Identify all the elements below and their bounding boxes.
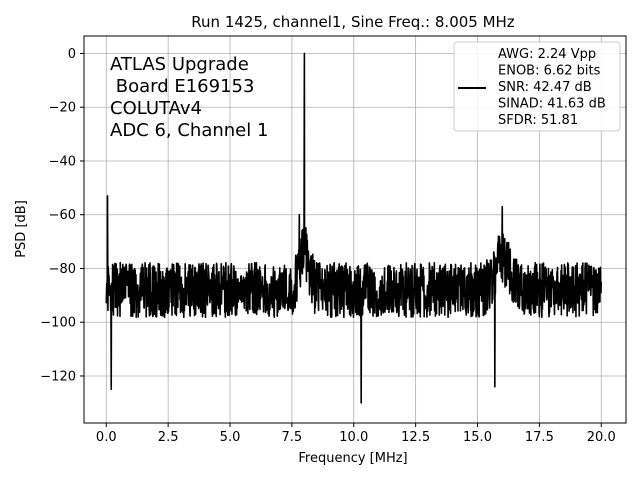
x-axis-label: Frequency [MHz] [298,451,407,466]
y-tick-label: −60 [49,208,76,223]
annotation-line: COLUTAv4 [110,98,202,119]
x-tick-label: 5.0 [220,430,241,445]
annotation-line: ADC 6, Channel 1 [110,120,268,141]
y-axis-label: PSD [dB] [14,200,29,258]
legend-entry-line: ENOB: 6.62 bits [498,64,601,79]
legend-entry-line: AWG: 2.24 Vpp [498,47,596,62]
axes-frame [83,35,627,424]
annotation-line: ATLAS Upgrade [110,54,249,75]
legend-entry-line: SINAD: 41.63 dB [498,97,606,112]
y-tick-label: 0 [68,47,76,62]
psd-series-line [105,52,603,404]
x-tick-label: 10.0 [339,430,368,445]
y-tick-label: −80 [49,262,76,277]
y-tick-label: −100 [40,316,76,331]
y-tick-label: −40 [49,154,76,169]
x-tick-label: 7.5 [282,430,303,445]
y-axis-ticks: 0 −20 −40 −60 −80 −100 −120 [40,47,84,384]
y-tick-label: −20 [49,101,76,116]
x-tick-label: 0.0 [96,430,117,445]
legend-entry-line: SNR: 42.47 dB [498,80,592,95]
x-axis-ticks: 0.0 2.5 5.0 7.5 10.0 12.5 15.0 17.5 20.0 [96,423,616,445]
x-tick-label: 17.5 [525,430,554,445]
legend-entry-line: SFDR: 51.81 [498,113,578,128]
y-tick-label: −120 [40,369,76,384]
x-tick-label: 20.0 [587,430,616,445]
legend-box [453,41,621,132]
x-tick-label: 2.5 [158,430,179,445]
annotation-line: Board E169153 [110,76,254,97]
x-tick-label: 15.0 [463,430,492,445]
x-tick-label: 12.5 [401,430,430,445]
plot-area [105,52,603,404]
chart-title: Run 1425, channel1, Sine Freq.: 8.005 MH… [191,13,515,31]
